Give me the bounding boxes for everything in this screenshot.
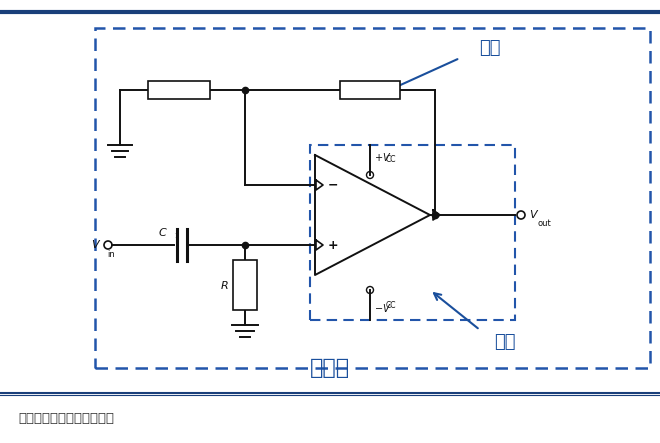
Bar	[95, 28, 650, 368]
Text: +$V$: +$V$	[374, 151, 391, 163]
Text: −: −	[328, 179, 338, 191]
Text: $C$: $C$	[158, 226, 168, 238]
Text: $R$: $R$	[356, 84, 365, 96]
Bar	[148, 81, 210, 99]
Text: in: in	[107, 250, 115, 259]
Bar	[233, 260, 257, 310]
Text: $_1$: $_1$	[174, 231, 180, 241]
Text: $_3$: $_3$	[178, 89, 184, 99]
Text: $R$: $R$	[165, 84, 174, 96]
Text: 资料来源：东兴证券研究所: 资料来源：东兴证券研究所	[18, 412, 114, 424]
Text: $V$: $V$	[529, 208, 539, 220]
Bar	[310, 145, 515, 320]
Text: $_2$: $_2$	[369, 89, 375, 99]
Text: +: +	[327, 238, 339, 252]
Text: $_1$: $_1$	[235, 285, 241, 295]
Text: 滤波器: 滤波器	[310, 358, 350, 378]
Text: CC: CC	[386, 155, 397, 163]
Text: out: out	[537, 219, 550, 228]
Text: 电阻: 电阻	[479, 39, 501, 57]
Text: $R$: $R$	[220, 279, 229, 291]
Bar	[340, 81, 400, 99]
Text: CC: CC	[386, 302, 397, 311]
Text: 运放: 运放	[494, 333, 515, 351]
Text: −$V$: −$V$	[374, 302, 391, 314]
Text: $V$: $V$	[90, 238, 101, 250]
